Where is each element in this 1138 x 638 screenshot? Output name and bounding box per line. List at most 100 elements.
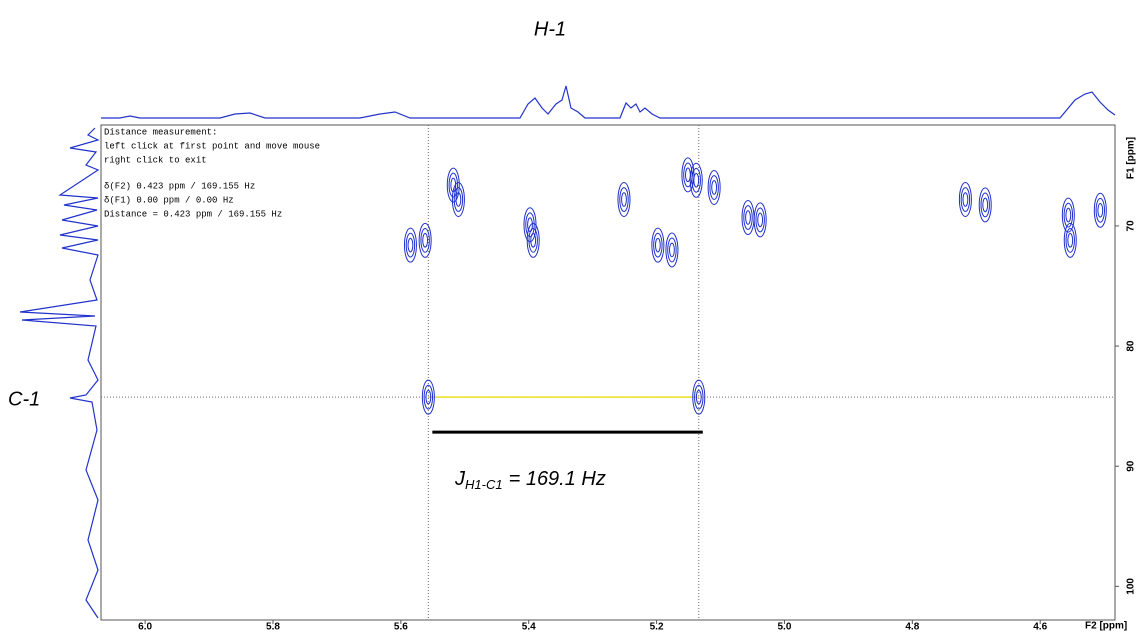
contour-ring [422,233,429,248]
contour-ring [525,212,535,238]
contour-ring [960,187,971,212]
contour-ring [745,210,751,225]
plot-frame [100,124,1116,621]
contour-ring [425,389,432,405]
contour-ring [621,192,627,207]
x-tick-label: 5.0 [778,622,792,633]
contour-ring [1065,227,1075,253]
y-tick-label: 100 [1126,578,1137,595]
contour-ring [958,181,972,217]
cross-peak [1093,192,1107,228]
x-tick-label: 4.8 [905,622,919,633]
x-tick-label: 5.6 [394,622,408,633]
c1-label: C-1 [8,388,40,410]
x-axis-label: F2 [ppm] [1085,621,1127,632]
title: H-1 [534,18,566,40]
cross-peak [418,222,432,258]
contour-ring [654,237,661,253]
info-line: Distance measurement: [104,127,217,137]
contour-ring [451,181,465,217]
contour-ring [1093,192,1107,228]
contour-ring [755,207,765,233]
contour-ring [709,175,719,200]
x-tick-label: 4.6 [1033,622,1047,633]
contour-ring [1061,197,1075,233]
cross-peak [421,379,435,415]
contour-ring [691,167,701,193]
contour-ring [619,187,629,212]
contour-ring [1097,203,1104,218]
contour-ring [448,172,458,198]
y-axis-label: F1 [ppm] [1126,137,1137,179]
coupling-label: JH1-C1 = 169.1 Hz [454,468,606,492]
contour-ring [651,227,665,263]
contour-ring [453,187,464,212]
y-tick-label: 80 [1126,340,1137,352]
contour-ring [1063,222,1077,258]
f2-projection [101,85,1116,119]
cross-peak [689,162,703,198]
contour-ring [420,227,430,253]
contour-ring [667,237,677,263]
contour-ring [689,162,703,198]
contour-ring [455,192,462,207]
contour-ring [962,192,969,207]
contour-ring [1063,202,1074,228]
info-line: Distance = 0.423 ppm / 169.155 Hz [104,209,282,219]
info-line: δ(F1) 0.00 ppm / 0.00 Hz [104,195,234,205]
contour-ring [403,227,417,263]
contour-ring [707,169,721,205]
contour-ring [530,233,537,248]
j-symbol: J [454,468,466,490]
contour-ring [693,172,700,188]
contour-ring [743,205,753,230]
cross-peak [958,181,972,217]
contour-ring [757,212,764,228]
info-line: right click to exit [104,155,207,165]
cross-peak [617,181,631,217]
cross-peak [1061,197,1075,233]
cross-peak [446,167,460,203]
cross-peak [403,227,417,263]
info-line: left click at first point and move mouse [104,141,320,151]
contour-ring [753,202,767,238]
contour-ring [695,389,702,405]
contour-ring [694,384,704,410]
x-tick-label: 6.0 [138,622,152,633]
contour-ring [978,187,992,223]
contour-ring [665,232,679,268]
contour-ring [528,227,538,253]
contour-ring [421,379,435,415]
contour-ring [982,197,989,213]
y-tick-label: 90 [1126,460,1137,472]
x-tick-label: 5.8 [266,622,280,633]
cross-peak [1063,222,1077,258]
cross-peak [707,169,721,205]
contour-ring [1065,207,1072,223]
contour-ring [526,222,540,258]
cross-peak [665,232,679,268]
contour-ring [692,379,706,415]
contour-ring [711,180,718,195]
cross-peak [692,379,706,415]
contour-ring [653,232,663,258]
j-value: = 169.1 Hz [509,468,606,490]
contour-ring [669,242,675,258]
contour-ring [405,232,416,258]
f1-projection [19,127,100,619]
contour-ring [423,384,434,410]
contour-ring [1067,233,1074,248]
x-tick-label: 5.4 [522,622,536,633]
contour-ring [681,157,695,193]
contour-ring [407,237,414,253]
contour-ring [980,192,990,218]
cross-peak [651,227,665,263]
cross-peak [526,222,540,258]
contour-ring [446,167,460,203]
contour-ring [1095,197,1105,223]
cross-peak [753,202,767,238]
contour-ring [617,181,631,217]
j-subscript: H1-C1 [465,477,503,492]
x-tick-label: 5.2 [650,622,664,633]
